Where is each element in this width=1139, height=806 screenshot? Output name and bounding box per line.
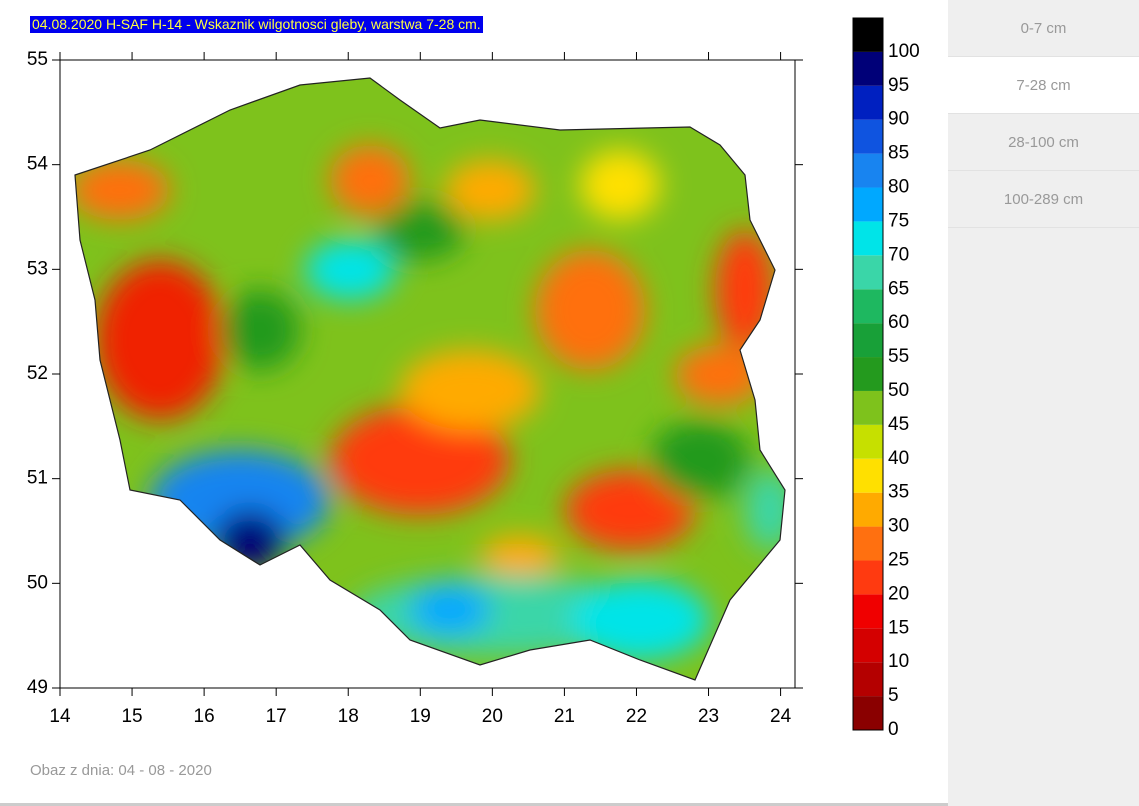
colorbar-label: 15 (888, 617, 909, 638)
colorbar-bin (853, 390, 883, 425)
y-tick-label: 55 (27, 49, 48, 70)
colorbar-label: 90 (888, 109, 909, 130)
colorbar-bin (853, 458, 883, 493)
layer-tab[interactable]: 28-100 cm (948, 114, 1139, 171)
colorbar-label: 60 (888, 312, 909, 333)
colorbar-label: 10 (888, 651, 909, 672)
colorbar-bin (853, 594, 883, 629)
colorbar-label: 5 (888, 685, 899, 706)
colorbar-label: 50 (888, 380, 909, 401)
colorbar-label: 65 (888, 278, 909, 299)
colorbar-label: 20 (888, 583, 909, 604)
colorbar-bin (853, 255, 883, 290)
colorbar-label: 85 (888, 143, 909, 164)
layer-tab[interactable]: 100-289 cm (948, 171, 1139, 228)
colorbar-frame (852, 17, 884, 731)
colorbar-bin (853, 323, 883, 358)
y-tick-label: 50 (27, 572, 48, 593)
x-tick-label: 14 (49, 706, 71, 727)
colorbar-bin (853, 289, 883, 324)
colorbar-label: 45 (888, 414, 909, 435)
x-tick-label: 16 (194, 706, 215, 727)
colorbar-bin (853, 85, 883, 120)
colorbar-bin (853, 357, 883, 391)
colorbar-label: 25 (888, 549, 909, 570)
x-tick-label: 20 (482, 706, 503, 727)
colorbar-bin (853, 221, 883, 256)
colorbar-label: 95 (888, 75, 909, 96)
colorbar-bin (853, 526, 883, 561)
x-tick-label: 15 (121, 706, 142, 727)
colorbar-bin (853, 119, 883, 154)
y-tick-label: 49 (27, 677, 48, 698)
colorbar-bin (853, 628, 883, 663)
map-title: 04.08.2020 H-SAF H-14 - Wskaznik wilgotn… (30, 16, 483, 33)
layer-tab[interactable]: 7-28 cm (948, 57, 1139, 114)
colorbar-bin (853, 51, 883, 86)
colorbar-bin (853, 662, 883, 697)
colorbar-label: 55 (888, 346, 909, 367)
x-tick-label: 23 (698, 706, 719, 727)
x-tick-label: 19 (410, 706, 431, 727)
colorbar-label: 0 (888, 719, 899, 740)
colorbar-bin (853, 696, 883, 730)
colorbar-bin (853, 492, 883, 527)
colorbar-label: 40 (888, 448, 909, 469)
x-tick-label: 24 (770, 706, 792, 727)
map-chart: 14 15 16 17 18 19 20 21 22 23 24495051525354550510… (27, 17, 920, 740)
y-tick-label: 53 (27, 258, 48, 279)
x-tick-label: 18 (338, 706, 359, 727)
colorbar-bin (853, 560, 883, 595)
x-tick-label: 21 (554, 706, 575, 727)
layer-tab[interactable]: 0-7 cm (948, 0, 1139, 57)
map-panel: 14 15 16 17 18 19 20 21 22 23 24 49 50 51 52 53 54 55 0 5 10… (0, 16, 948, 806)
footer-date: Obaz z dnia: 04 - 08 - 2020 (30, 762, 212, 779)
colorbar-bin (853, 187, 883, 222)
y-tick-label: 54 (27, 154, 49, 175)
tab-list: 0-7 cm 7-28 cm 28-100 cm 100-289 cm (948, 0, 1139, 806)
y-tick-label: 52 (27, 363, 48, 384)
x-tick-label: 22 (626, 706, 647, 727)
colorbar-bin (853, 18, 883, 52)
colorbar-label: 70 (888, 244, 909, 265)
colorbar-label: 30 (888, 516, 909, 537)
colorbar-bin (853, 424, 883, 459)
colorbar-label: 80 (888, 177, 909, 198)
colorbar-label: 100 (888, 41, 920, 62)
colorbar-label: 35 (888, 482, 909, 503)
colorbar-label: 75 (888, 210, 909, 231)
x-tick-label: 17 (266, 706, 287, 727)
y-tick-label: 51 (27, 468, 48, 489)
colorbar-bin (853, 153, 883, 188)
